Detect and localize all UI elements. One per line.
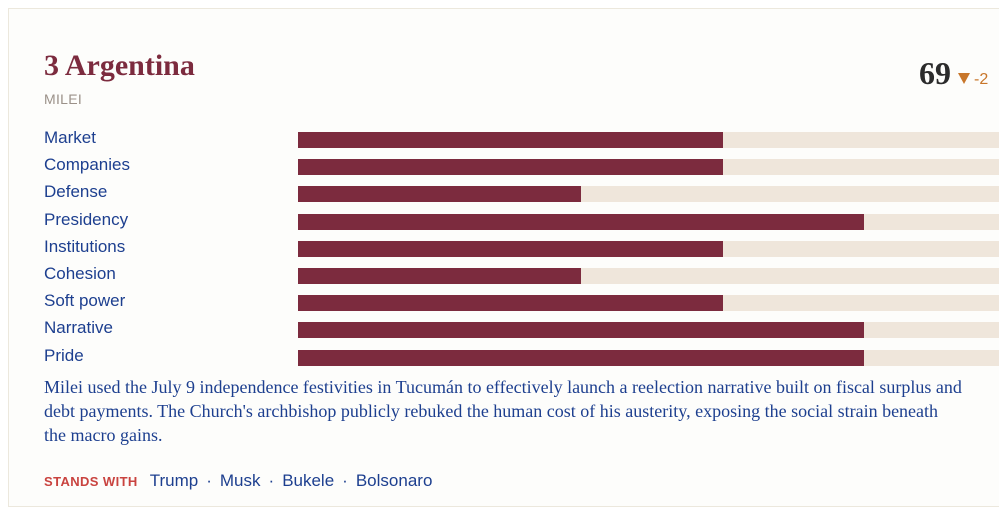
ally-link-bolsonaro[interactable]: Bolsonaro <box>355 471 433 490</box>
metric-row-market: Market 3 <box>44 124 999 151</box>
metric-label[interactable]: Narrative <box>44 318 113 338</box>
metric-bar-track <box>298 349 999 366</box>
metric-label[interactable]: Defense <box>44 182 108 202</box>
metric-bar-track <box>298 267 999 284</box>
metric-row-pride: Pride 4 <box>44 342 999 369</box>
leader-name: MILEI <box>44 91 83 107</box>
metric-label[interactable]: Institutions <box>44 236 126 256</box>
metric-label[interactable]: Cohesion <box>44 263 116 283</box>
metric-label[interactable]: Pride <box>44 345 84 365</box>
score-value: 69 <box>919 55 951 91</box>
metric-bar-fill <box>298 349 865 366</box>
metric-row-cohesion: Cohesion 2 <box>44 260 999 287</box>
metric-bar-track <box>298 322 999 339</box>
country-heading: 3 Argentina <box>44 49 195 82</box>
triangle-down-icon <box>958 73 970 84</box>
metric-label[interactable]: Soft power <box>44 291 126 311</box>
metric-bar-fill <box>298 132 723 148</box>
metric-row-narrative: Narrative 4 <box>44 314 999 341</box>
separator-dot: · <box>342 471 348 490</box>
metric-bar-fill <box>298 213 865 230</box>
metrics-list: Market 3 Companies 3 Defense 2 Presidenc… <box>44 124 999 369</box>
metric-bar-fill <box>298 186 582 203</box>
metric-bar-fill <box>298 240 723 257</box>
metric-bar-fill <box>298 159 723 176</box>
separator-dot: · <box>206 471 212 490</box>
metric-label[interactable]: Market <box>44 128 96 147</box>
metric-label[interactable]: Presidency <box>44 209 129 229</box>
stands-with-label: STANDS WITH <box>44 474 138 489</box>
metric-bar-track <box>298 132 999 148</box>
score-block: 69 -2 <box>919 57 988 89</box>
separator-dot: · <box>268 471 275 490</box>
metric-row-defense: Defense 2 <box>44 178 999 205</box>
metric-row-institutions: Institutions 3 <box>44 233 999 260</box>
metric-bar-fill <box>298 267 582 284</box>
metric-bar-track <box>298 213 999 230</box>
score-delta: -2 <box>974 71 989 88</box>
ally-link-musk[interactable]: Musk <box>219 471 261 490</box>
metric-bar-fill <box>298 295 723 312</box>
metric-bar-fill <box>298 322 865 339</box>
metric-bar-track <box>298 186 999 203</box>
ally-link-trump[interactable]: Trump <box>149 471 199 490</box>
metric-bar-track <box>298 295 999 312</box>
country-card: 3 Argentina MILEI 69 -2 Market 3 Compani… <box>8 8 999 507</box>
metric-row-companies: Companies 3 <box>44 151 999 178</box>
metric-bar-track <box>298 159 999 176</box>
metric-bar-track <box>298 240 999 257</box>
metric-row-presidency: Presidency 4 <box>44 206 999 233</box>
ally-link-bukele[interactable]: Bukele <box>282 471 335 490</box>
summary-paragraph: Milei used the July 9 independence festi… <box>44 377 962 445</box>
metric-label[interactable]: Companies <box>44 155 130 175</box>
metric-row-soft-power: Soft power 3 <box>44 287 999 314</box>
stands-with-row: STANDS WITH Trump · Musk · Bukele · Bols… <box>44 471 432 491</box>
